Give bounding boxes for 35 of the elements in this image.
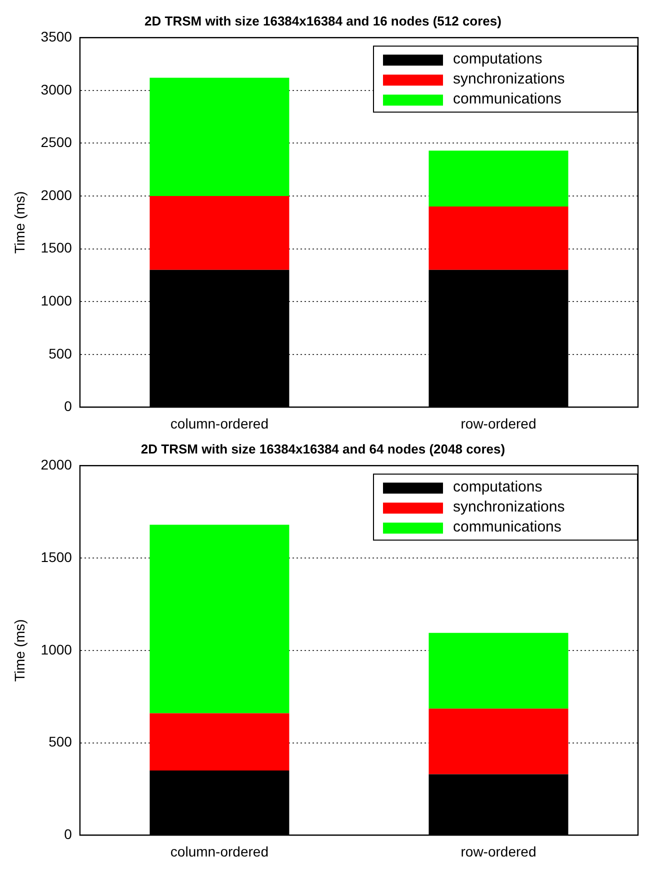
legend-label: synchronizations: [453, 70, 565, 88]
chart-title: 2D TRSM with size 16384x16384 and 64 nodes (2048 cores): [140, 441, 506, 456]
y-tick-label: 500: [48, 734, 72, 750]
y-tick-label: 0: [64, 826, 72, 842]
x-tick-label: row-ordered: [460, 415, 536, 432]
bar: [150, 524, 290, 714]
y-tick-label: 1500: [40, 240, 72, 256]
y-axis-title: Time (ms): [11, 191, 28, 254]
legend-label: communications: [453, 90, 562, 108]
y-tick-label: 3500: [40, 28, 72, 44]
bar: [428, 708, 568, 774]
bar: [428, 632, 568, 709]
x-tick-label: row-ordered: [460, 843, 536, 860]
chart-title: 2D TRSM with size 16384x16384 and 16 nodes (512 cores): [144, 13, 502, 28]
y-tick-label: 1500: [40, 548, 72, 565]
y-tick-label: 2000: [40, 456, 72, 472]
y-tick-label: 1000: [40, 292, 72, 308]
y-tick-label: 500: [48, 345, 72, 362]
y-tick-label: 2500: [40, 134, 72, 150]
bar: [428, 206, 568, 270]
y-tick-label: 2000: [40, 186, 72, 203]
bar: [428, 150, 568, 207]
x-tick-label: column-ordered: [170, 415, 268, 432]
legend-label: computations: [453, 50, 542, 68]
y-tick-label: 1000: [40, 641, 72, 658]
bar: [150, 78, 290, 196]
legend-label: synchronizations: [453, 498, 565, 516]
y-tick-label: 3000: [40, 81, 72, 98]
y-axis-title: Time (ms): [11, 619, 28, 682]
x-tick-label: column-ordered: [170, 843, 268, 860]
y-tick-label: 0: [64, 398, 72, 414]
legend-label: communications: [453, 518, 562, 536]
bar: [150, 713, 290, 771]
bar: [150, 196, 290, 270]
legend-label: computations: [453, 478, 542, 496]
